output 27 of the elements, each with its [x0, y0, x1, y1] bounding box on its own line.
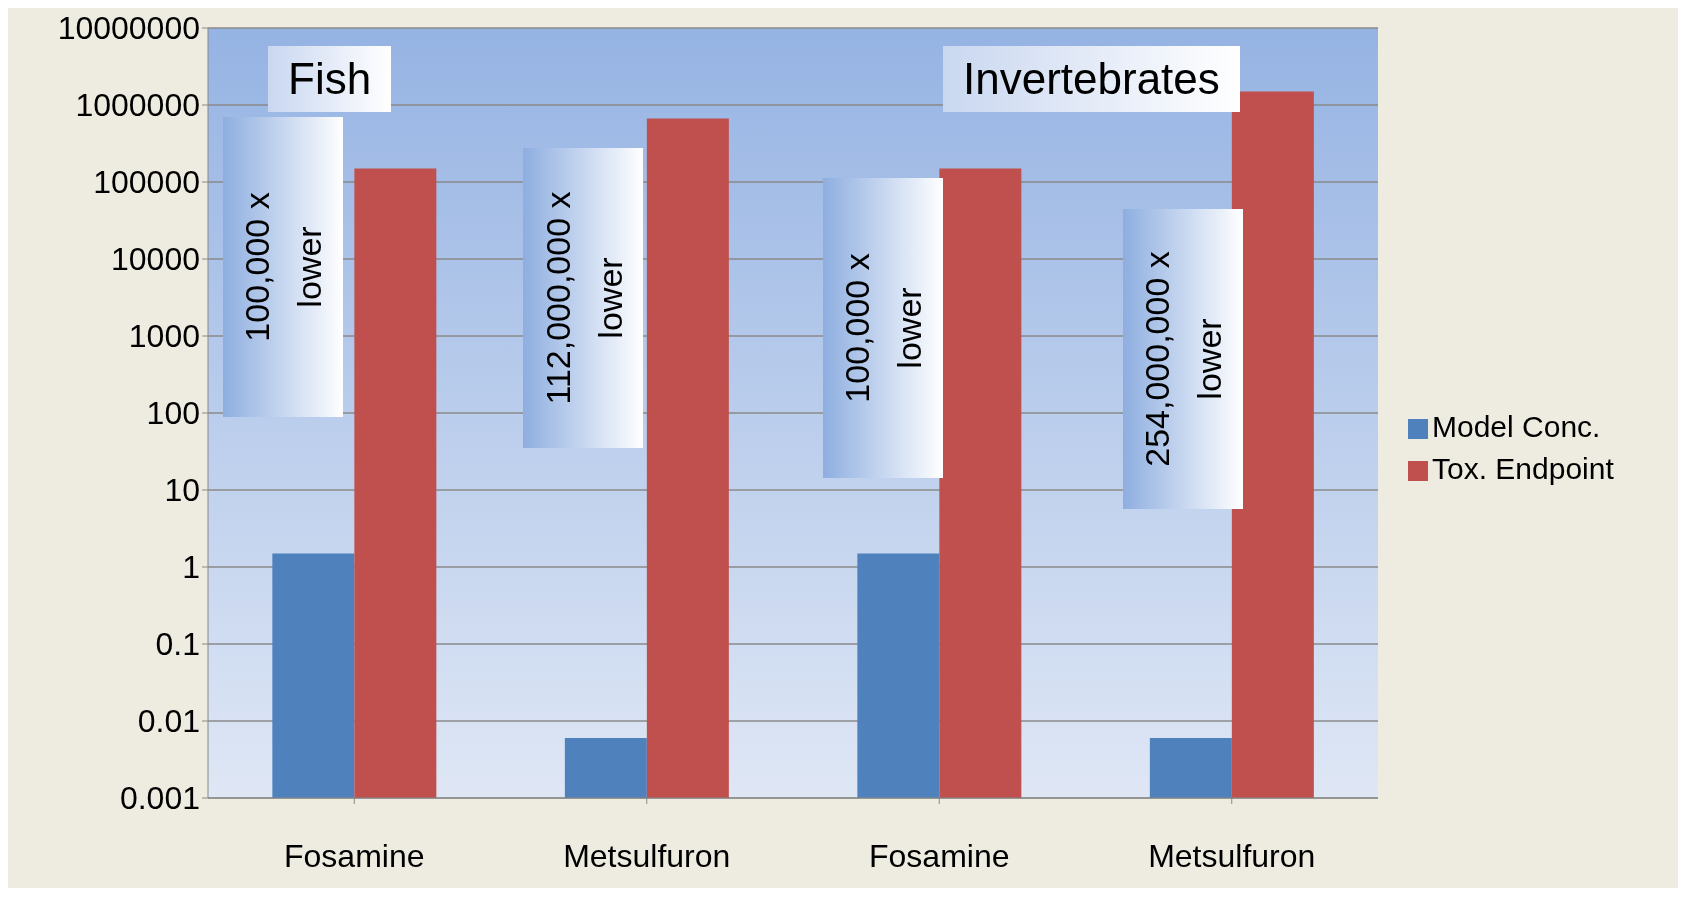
- heading-box: Invertebrates: [943, 46, 1240, 112]
- y-tick-label: 100: [146, 395, 200, 432]
- y-tick-label: 1: [182, 549, 200, 586]
- y-tick-label: 1000000: [75, 87, 200, 124]
- annotation: 254,000,000 x lower: [1137, 251, 1229, 467]
- y-tick-label: 0.1: [155, 626, 200, 663]
- annotation: 100,000 x lower: [837, 253, 929, 403]
- label-box: 100,000 x lower: [823, 178, 943, 479]
- annotation: 100,000 x lower: [237, 192, 329, 342]
- x-tick-label: Metsulfuron: [1148, 837, 1316, 874]
- legend-label: Tox. Endpoint: [1432, 452, 1614, 485]
- legend-label: Model Conc.: [1432, 410, 1601, 443]
- x-tick-label: Fosamine: [869, 837, 1010, 874]
- y-tick-label: 10: [164, 472, 200, 509]
- x-tick-label: Metsulfuron: [563, 837, 731, 874]
- y-tick-label: 0.01: [137, 703, 200, 740]
- x-tick-label: Fosamine: [284, 837, 425, 874]
- y-tick-label: 10000: [111, 241, 200, 278]
- y-tick-label: 10000000: [57, 10, 200, 47]
- annotation: 112,000,000 x lower: [537, 191, 629, 404]
- label-box: 100,000 x lower: [223, 116, 343, 417]
- heading-box: Fish: [268, 46, 392, 112]
- y-tick-label: 100000: [93, 164, 200, 201]
- label-box: 112,000,000 x lower: [523, 147, 643, 448]
- y-tick-label: 0.001: [119, 780, 200, 817]
- y-tick-label: 1000: [128, 318, 200, 355]
- label-box: 254,000,000 x lower: [1123, 209, 1243, 510]
